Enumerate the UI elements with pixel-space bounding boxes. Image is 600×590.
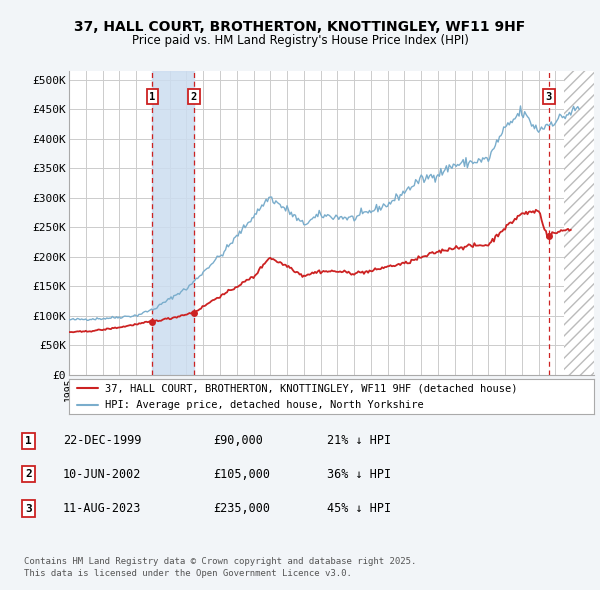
Text: 2: 2 [191, 91, 197, 101]
Text: 11-AUG-2023: 11-AUG-2023 [63, 502, 142, 515]
Text: 37, HALL COURT, BROTHERTON, KNOTTINGLEY, WF11 9HF: 37, HALL COURT, BROTHERTON, KNOTTINGLEY,… [74, 19, 526, 34]
Text: 37, HALL COURT, BROTHERTON, KNOTTINGLEY, WF11 9HF (detached house): 37, HALL COURT, BROTHERTON, KNOTTINGLEY,… [105, 384, 517, 394]
Text: £90,000: £90,000 [213, 434, 263, 447]
Text: 45% ↓ HPI: 45% ↓ HPI [327, 502, 391, 515]
Text: Contains HM Land Registry data © Crown copyright and database right 2025.
This d: Contains HM Land Registry data © Crown c… [24, 557, 416, 578]
Text: HPI: Average price, detached house, North Yorkshire: HPI: Average price, detached house, Nort… [105, 401, 424, 410]
Text: 1: 1 [25, 436, 32, 445]
Text: 21% ↓ HPI: 21% ↓ HPI [327, 434, 391, 447]
Text: 36% ↓ HPI: 36% ↓ HPI [327, 468, 391, 481]
Text: Price paid vs. HM Land Registry's House Price Index (HPI): Price paid vs. HM Land Registry's House … [131, 34, 469, 47]
Text: 3: 3 [546, 91, 552, 101]
Text: 3: 3 [25, 504, 32, 513]
Bar [564, 71, 594, 375]
Text: £235,000: £235,000 [213, 502, 270, 515]
Bar [152, 71, 194, 375]
Text: 2: 2 [25, 470, 32, 479]
Text: £105,000: £105,000 [213, 468, 270, 481]
Text: 22-DEC-1999: 22-DEC-1999 [63, 434, 142, 447]
Text: 1: 1 [149, 91, 155, 101]
Bar [564, 71, 594, 375]
Text: 10-JUN-2002: 10-JUN-2002 [63, 468, 142, 481]
